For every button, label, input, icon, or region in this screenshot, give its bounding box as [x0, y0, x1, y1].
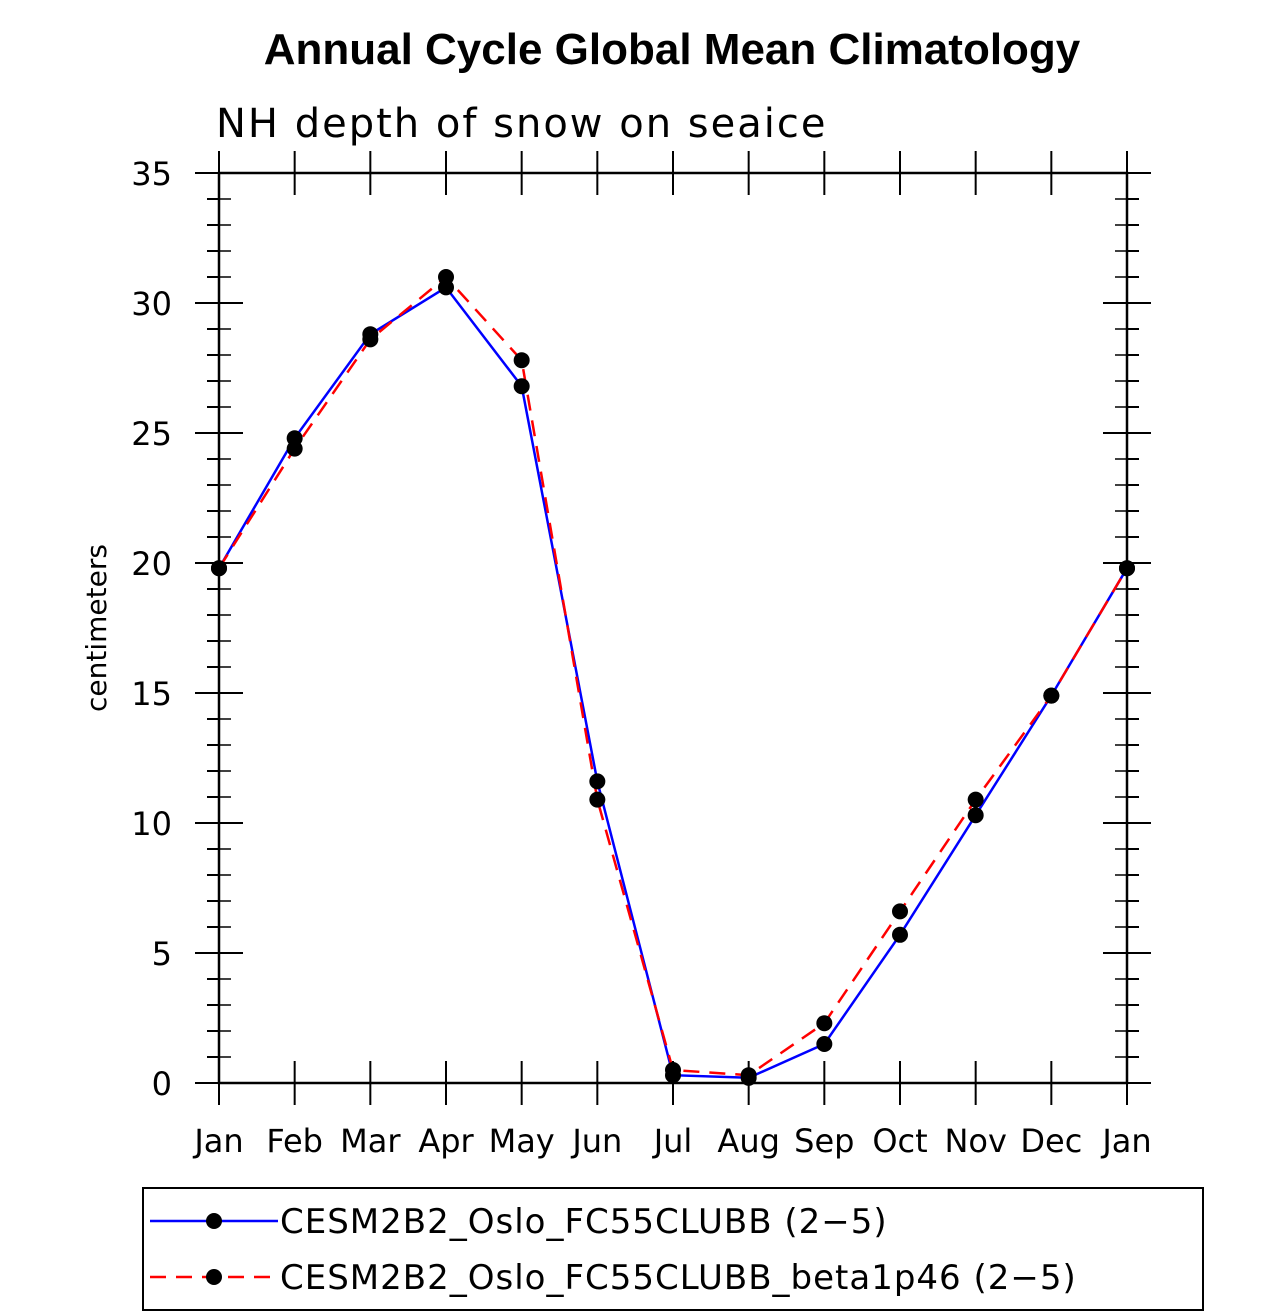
plot-frame	[217, 171, 1129, 1085]
legend-label-series-1: CESM2B2_Oslo_FC55CLUBB (2−5)	[280, 1202, 888, 1242]
data-point-series-2	[1119, 560, 1135, 577]
data-point-series-2	[362, 331, 379, 348]
data-point-series-2	[665, 1062, 681, 1078]
data-point-series-1	[967, 807, 984, 824]
data-point-series-2	[816, 1015, 833, 1032]
data-point-series-2	[1043, 687, 1060, 704]
data-point-series-1	[892, 926, 908, 943]
x-axis-ticks: Jan Feb Mar Apr May Jun Jul Aug Sep Oct Nov Dec Jan	[192, 151, 1152, 1160]
data-point-series-2	[286, 440, 303, 457]
chart-title: Annual Cycle Global Mean Climatology	[264, 25, 1081, 74]
x-tick-label: Mar	[340, 1122, 401, 1160]
y-tick-label: 30	[131, 285, 172, 323]
data-point-series-1	[816, 1036, 833, 1052]
chart-subtitle: NH depth of snow on seaice	[216, 101, 827, 147]
legend-marker-series-2	[206, 1269, 222, 1285]
x-tick-label: Oct	[872, 1122, 927, 1160]
series-line-1	[217, 285, 1129, 1080]
data-point-series-2	[438, 269, 454, 285]
legend-label-series-2: CESM2B2_Oslo_FC55CLUBB_beta1p46 (2−5)	[280, 1258, 1077, 1298]
x-tick-label: Jun	[570, 1122, 622, 1160]
data-point-series-2	[740, 1067, 757, 1084]
y-tick-label: 15	[131, 675, 172, 713]
data-point-series-2	[211, 560, 227, 577]
legend: CESM2B2_Oslo_FC55CLUBB (2−5) CESM2B2_Osl…	[142, 1187, 1204, 1311]
legend-marker-series-1	[206, 1213, 222, 1229]
x-tick-label: Feb	[266, 1122, 323, 1160]
data-point-series-2	[892, 903, 908, 920]
series-markers	[211, 269, 1135, 1086]
x-tick-label: Nov	[944, 1122, 1006, 1160]
y-axis-label: centimeters	[80, 544, 113, 712]
x-tick-label: Apr	[418, 1122, 474, 1160]
y-tick-label: 5	[152, 935, 172, 973]
x-tick-label: May	[489, 1122, 555, 1160]
x-tick-label: Sep	[794, 1122, 854, 1160]
y-tick-label: 20	[131, 545, 172, 583]
y-tick-label: 35	[131, 155, 172, 193]
series-line-2	[217, 275, 1129, 1077]
data-point-series-1	[589, 773, 606, 790]
y-axis-ticks: 0 5 10 15 20 25 30 35	[131, 155, 1151, 1103]
x-tick-label: Dec	[1020, 1122, 1082, 1160]
x-tick-label: Jul	[652, 1122, 693, 1160]
data-point-series-2	[589, 791, 606, 808]
y-tick-label: 0	[152, 1065, 172, 1103]
legend-box	[142, 1187, 1204, 1311]
data-point-series-1	[513, 378, 530, 395]
y-tick-label: 25	[131, 415, 172, 453]
data-point-series-2	[513, 352, 530, 369]
series-lines	[217, 275, 1129, 1080]
x-tick-label: Aug	[717, 1122, 779, 1160]
x-tick-label: Jan	[192, 1122, 243, 1160]
y-tick-label: 10	[131, 805, 172, 843]
data-point-series-2	[967, 791, 984, 808]
x-tick-label: Jan	[1100, 1122, 1151, 1160]
